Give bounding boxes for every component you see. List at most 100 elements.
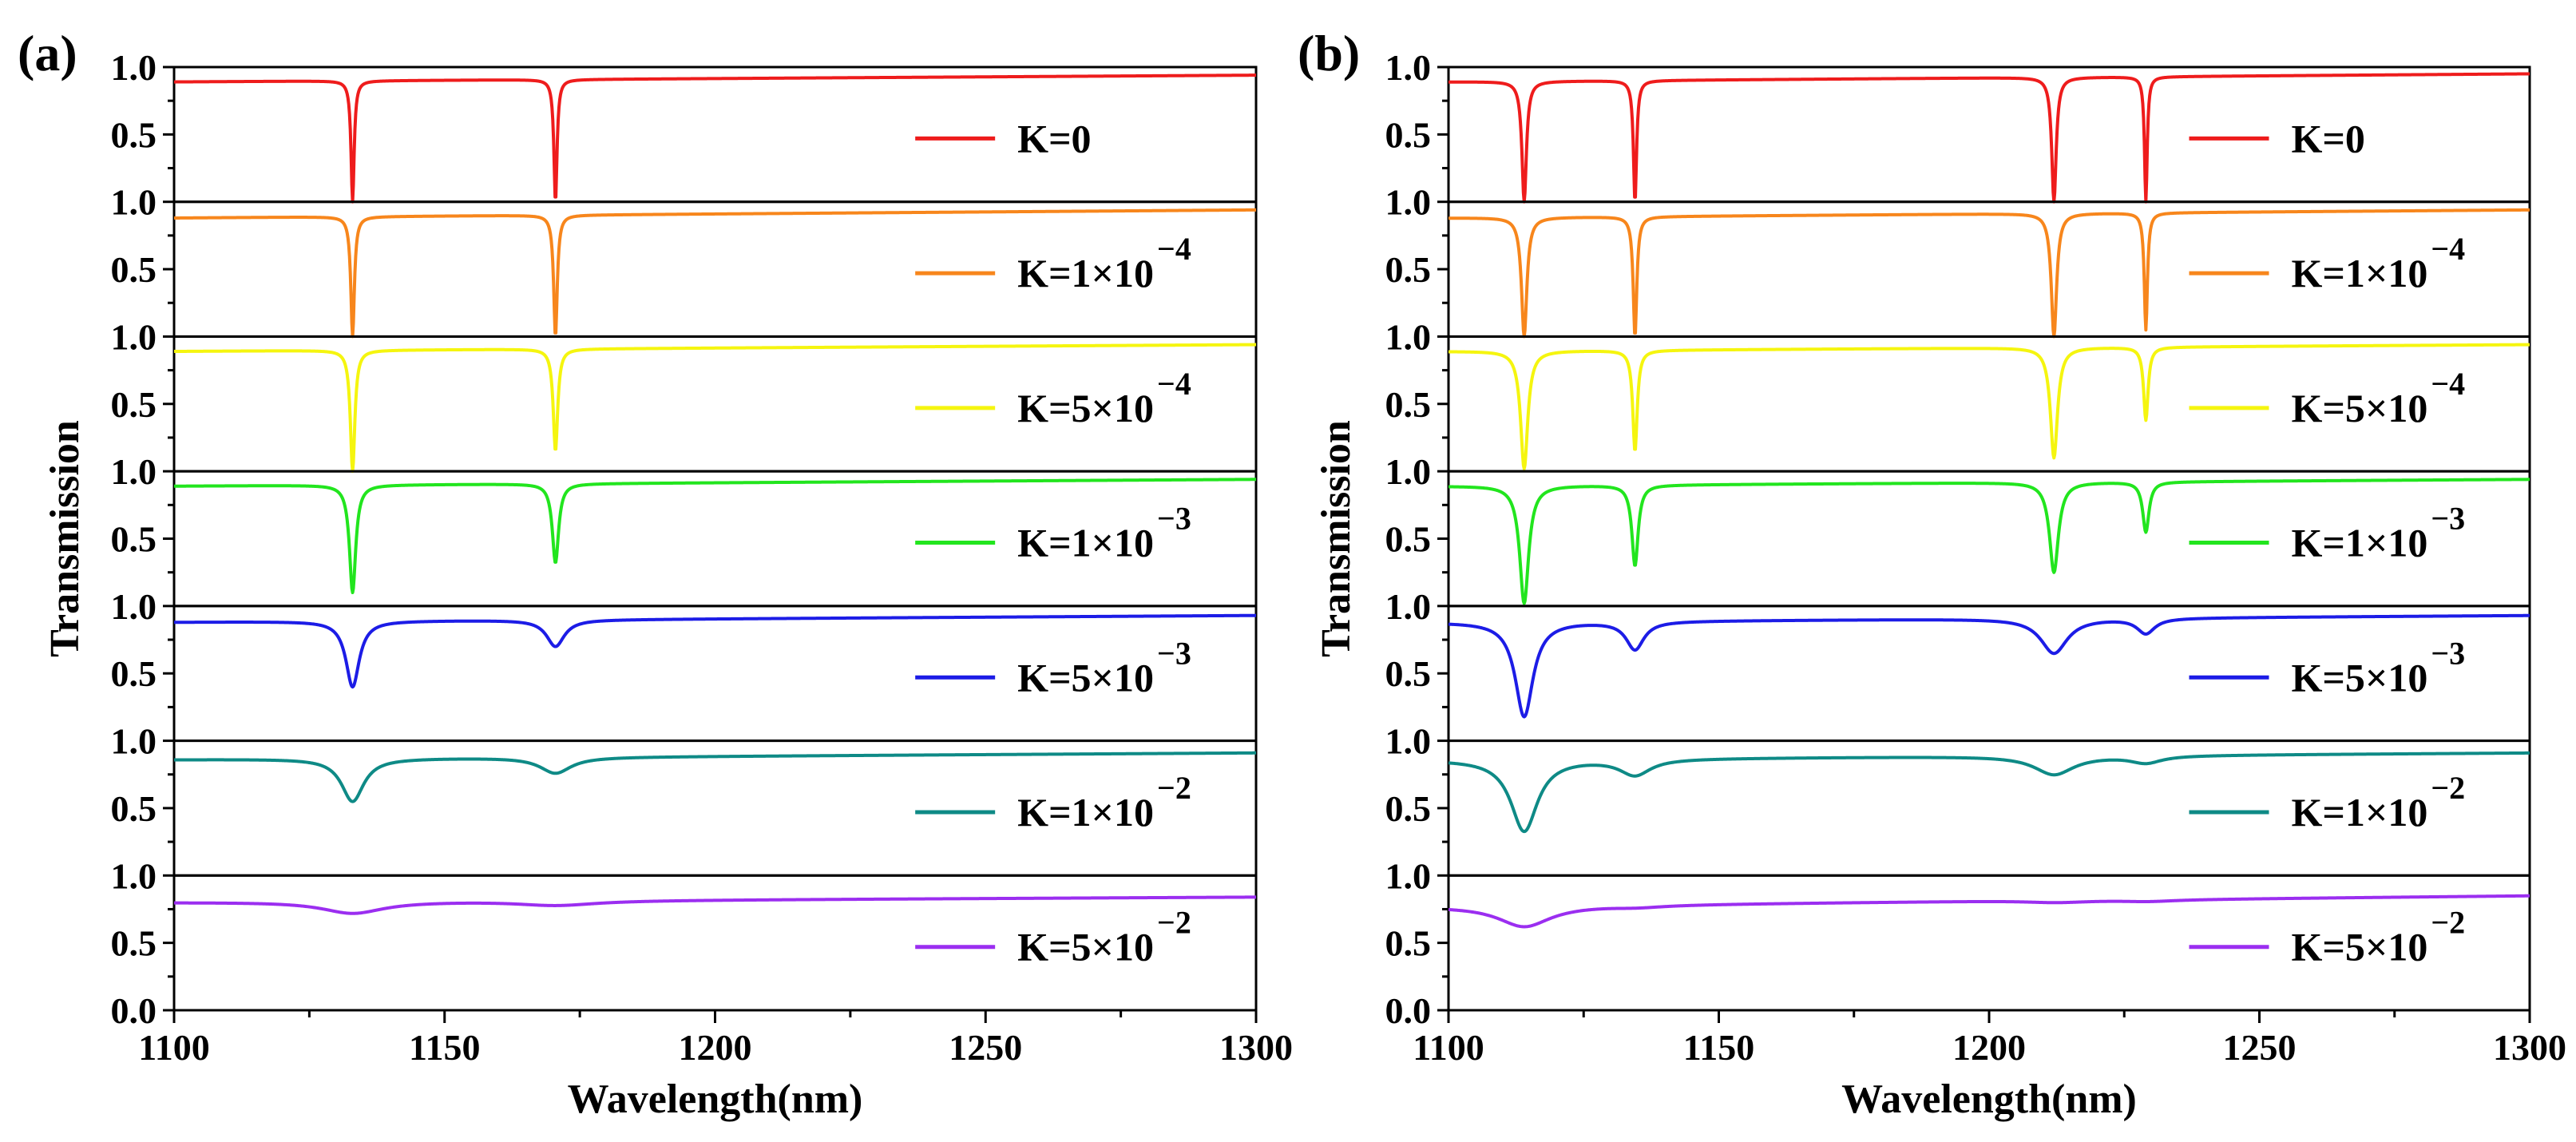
series-line: [172, 895, 1258, 915]
legend-label: K=1×10−3: [2291, 501, 2465, 565]
subpanel: 1.0 0.5 K=1×10−4: [111, 182, 1258, 339]
y-tick-label: 0.5: [111, 788, 157, 829]
legend-label: K=1×10−4: [1017, 231, 1191, 295]
x-tick-label: 1200: [679, 1027, 752, 1068]
legend-base: K=0: [2291, 116, 2364, 161]
legend-label: K=5×10−3: [2291, 635, 2465, 700]
y-tick-label: 1.0: [1385, 721, 1432, 762]
y-tick-label: 0.0: [1385, 990, 1432, 1031]
y-tick-label: 0.5: [1385, 114, 1432, 155]
subpanel-frame: [172, 65, 1258, 204]
legend-exponent: −2: [1157, 905, 1191, 941]
panel-b: (b) Transmission Wavelength(nm) 1100 1150 120…: [1298, 25, 2566, 1122]
y-tick-label: 0.5: [111, 384, 157, 425]
legend-base: K=0: [1017, 116, 1091, 161]
y-tick-label: 0.5: [1385, 384, 1432, 425]
series-line: [172, 613, 1258, 689]
legend-label: K=5×10−2: [1017, 905, 1191, 970]
y-tick-label: 1.0: [1385, 451, 1432, 492]
series-line: [172, 751, 1258, 803]
subpanel: 1.0 0.5 K=5×10−4: [1385, 316, 2531, 473]
panel-a: (a) Transmission Wavelength(nm) 1100 1150 120…: [18, 25, 1293, 1122]
y-tick-label: 0.5: [111, 114, 157, 155]
legend-base: K=5×10: [1017, 925, 1154, 970]
y-tick-label: 1.0: [111, 451, 157, 492]
series-line: [172, 73, 1258, 204]
legend-exponent: −2: [2431, 770, 2465, 806]
series-line: [172, 478, 1258, 595]
series-line: [1447, 751, 2531, 834]
legend-exponent: −4: [1157, 231, 1191, 267]
panel-label: (b): [1298, 25, 1360, 81]
y-tick-label: 0.5: [1385, 923, 1432, 964]
legend-exponent: −2: [2431, 905, 2465, 941]
subpanel: 1.0 0.5 K=5×10−3: [111, 586, 1258, 743]
subpanel: 1.0 0.5 K=5×10−3: [1385, 586, 2531, 743]
legend-exponent: −4: [1157, 366, 1191, 402]
series-line: [1447, 72, 2531, 204]
x-tick-label: 1200: [1952, 1027, 2026, 1068]
y-axis-title: Transmission: [42, 420, 88, 657]
legend-exponent: −3: [1157, 635, 1191, 671]
series-line: [1447, 343, 2531, 470]
subpanel-frame: [172, 874, 1258, 1012]
y-tick-label: 1.0: [1385, 586, 1432, 627]
y-tick-label: 1.0: [1385, 855, 1432, 896]
legend-label: K=1×10−4: [2291, 231, 2465, 295]
series-line: [1447, 208, 2531, 339]
y-tick-label: 0.5: [111, 653, 157, 694]
subpanel: 1.0 0.5 K=5×10−4: [111, 316, 1258, 474]
legend-label: K=5×10−4: [2291, 366, 2465, 430]
subpanel-frame: [1447, 65, 2531, 204]
legend-base: K=1×10: [1017, 251, 1154, 295]
subpanel: 1.0 0.5 K=1×10−3: [1385, 451, 2531, 608]
y-tick-label: 1.0: [1385, 47, 1432, 88]
legend-exponent: −2: [1157, 770, 1191, 806]
legend-exponent: −4: [2431, 366, 2465, 402]
legend-label: K=0: [2291, 116, 2364, 161]
y-tick-label: 0.5: [1385, 519, 1432, 560]
x-tick-label: 1100: [138, 1027, 209, 1068]
legend-label: K=5×10−4: [1017, 366, 1191, 430]
subpanel: 1.0 0.5 K=1×10−2: [111, 721, 1258, 877]
y-tick-label: 1.0: [1385, 316, 1432, 357]
subpanel: 1.0 0.5 0.0 K=5×10−2: [111, 855, 1258, 1031]
x-tick-label: 1250: [2223, 1027, 2297, 1068]
panel-label: (a): [18, 25, 77, 81]
legend-label: K=1×10−2: [2291, 770, 2465, 835]
legend-base: K=1×10: [1017, 521, 1154, 565]
y-tick-label: 1.0: [111, 316, 157, 357]
series-line: [1447, 894, 2531, 929]
y-tick-label: 0.5: [1385, 653, 1432, 694]
y-axis-title: Transmission: [1314, 420, 1359, 657]
subpanel: 1.0 0.5 K=0: [1385, 47, 2531, 204]
legend-base: K=1×10: [2291, 790, 2427, 835]
legend-base: K=1×10: [2291, 521, 2427, 565]
subpanel: 1.0 0.5 K=1×10−2: [1385, 721, 2531, 877]
x-tick-label: 1250: [949, 1027, 1022, 1068]
x-tick-label: 1300: [2493, 1027, 2566, 1068]
y-tick-label: 0.5: [111, 249, 157, 290]
subpanel: 1.0 0.5 K=0: [111, 47, 1258, 204]
series-line: [1447, 613, 2531, 719]
subpanel: 1.0 0.5 K=1×10−3: [111, 451, 1258, 608]
y-tick-label: 0.5: [1385, 788, 1432, 829]
y-tick-label: 0.5: [111, 519, 157, 560]
y-tick-label: 1.0: [111, 47, 157, 88]
x-tick-label: 1300: [1219, 1027, 1293, 1068]
x-tick-label: 1150: [409, 1027, 480, 1068]
legend-base: K=5×10: [2291, 925, 2427, 970]
series-line: [172, 208, 1258, 339]
x-axis-title: Wavelength(nm): [568, 1077, 863, 1122]
y-tick-label: 0.5: [111, 923, 157, 964]
subpanel: 1.0 0.5 K=1×10−4: [1385, 182, 2531, 339]
legend-exponent: −3: [1157, 501, 1191, 537]
legend-base: K=5×10: [1017, 386, 1154, 430]
subpanel: 1.0 0.5 0.0 K=5×10−2: [1385, 855, 2531, 1031]
series-line: [172, 343, 1258, 474]
legend-exponent: −3: [2431, 501, 2465, 537]
legend-label: K=5×10−2: [2291, 905, 2465, 970]
x-axis-title: Wavelength(nm): [1841, 1077, 2137, 1122]
subpanel-frame: [1447, 874, 2531, 1012]
